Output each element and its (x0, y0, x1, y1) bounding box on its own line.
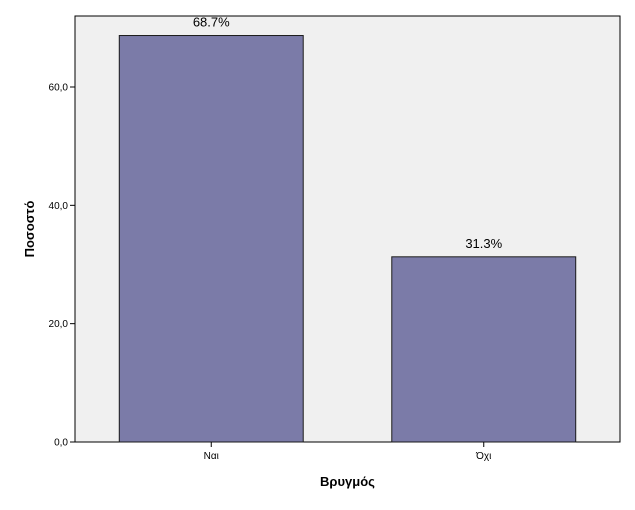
bars-group (118, 35, 577, 443)
y-axis: 0,0 20,0 40,0 60,0 (49, 83, 75, 449)
data-labels-group: 68.7% 31.3% (193, 15, 503, 251)
bar-2 (391, 256, 577, 443)
y-tick-label: 0,0 (54, 438, 68, 449)
x-axis-title: Βρυγμός (320, 474, 375, 489)
y-tick-label: 60,0 (49, 83, 69, 94)
y-tick-label: 20,0 (49, 319, 69, 330)
data-label-2: 31.3% (465, 236, 502, 251)
bar-1 (118, 35, 304, 443)
x-tick-label: Όχι (475, 451, 491, 462)
x-axis: Ναι Όχι (204, 442, 491, 462)
y-axis-title: Ποσοστό (22, 201, 37, 258)
data-label-1: 68.7% (193, 15, 230, 30)
x-tick-label: Ναι (204, 451, 219, 462)
y-tick-label: 40,0 (49, 201, 69, 212)
